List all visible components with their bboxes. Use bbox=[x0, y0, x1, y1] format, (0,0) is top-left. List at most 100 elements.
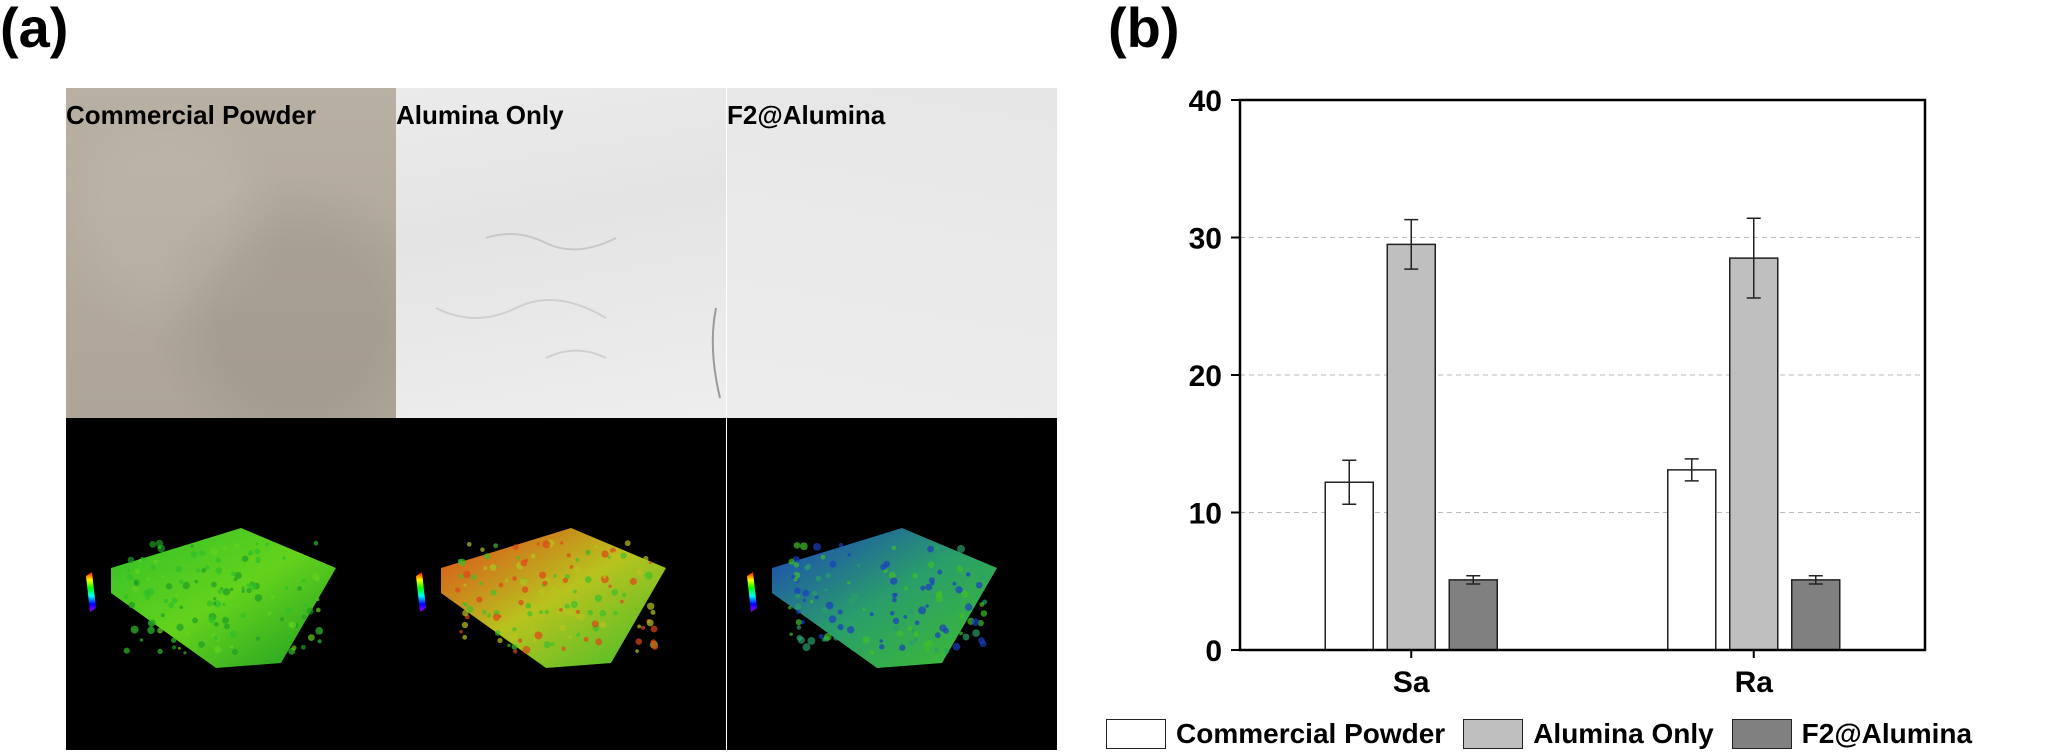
surface-speckle bbox=[498, 582, 504, 588]
surface-speckle bbox=[559, 607, 563, 612]
surface-speckle bbox=[229, 645, 234, 649]
surface-speckle bbox=[254, 548, 261, 555]
surface-speckle bbox=[269, 576, 273, 580]
surface-speckle bbox=[896, 630, 904, 637]
surface-speckle bbox=[795, 619, 802, 626]
surface-speckle bbox=[804, 565, 810, 571]
surface-mesh bbox=[441, 528, 666, 668]
surface-speckle bbox=[462, 609, 469, 617]
surface-speckle bbox=[850, 647, 854, 651]
surface-speckle bbox=[265, 542, 269, 547]
surface-speckle bbox=[254, 594, 263, 602]
surface-speckle bbox=[182, 581, 191, 590]
surface-speckle bbox=[559, 624, 566, 632]
surface-speckle bbox=[536, 542, 540, 546]
surface-speckle bbox=[979, 640, 987, 648]
surface-speckle bbox=[204, 572, 208, 576]
surface-speckle bbox=[828, 615, 837, 624]
surface-speckle bbox=[943, 648, 950, 654]
surface-speckle bbox=[507, 643, 511, 648]
surface-speckle bbox=[489, 564, 497, 571]
surface-speckle bbox=[212, 597, 217, 601]
surface-speckle bbox=[980, 574, 987, 581]
surface-speckle bbox=[594, 544, 599, 549]
surface-speckle bbox=[952, 642, 961, 651]
surface-speckle bbox=[795, 609, 801, 615]
surface-speckle bbox=[215, 557, 222, 563]
legend-item-alumina-only: Alumina Only bbox=[1463, 718, 1714, 750]
surface-speckle bbox=[838, 542, 844, 548]
color-scale-bar bbox=[416, 572, 426, 612]
surface-speckle bbox=[594, 594, 603, 603]
surface-speckle bbox=[303, 603, 307, 608]
surface-speckle bbox=[925, 604, 929, 608]
surface-speckle bbox=[573, 566, 581, 574]
surface-speckle bbox=[564, 603, 570, 610]
surface-speckle bbox=[530, 553, 536, 559]
surface-speckle bbox=[573, 589, 577, 594]
surface-speckle bbox=[643, 555, 649, 562]
surface-speckle bbox=[483, 566, 488, 571]
surface-speckle bbox=[255, 636, 261, 641]
surface-speckle bbox=[198, 641, 205, 648]
surface-speckle bbox=[522, 646, 531, 654]
surface-speckle bbox=[231, 571, 236, 577]
surface-speckle bbox=[542, 580, 548, 586]
surface-speckle bbox=[644, 571, 653, 580]
surface-speckle bbox=[257, 572, 265, 580]
color-scale-bar bbox=[86, 572, 96, 612]
surface-speckle bbox=[553, 574, 557, 578]
surface-speckle bbox=[624, 540, 631, 547]
surface-speckle bbox=[143, 589, 151, 597]
surface-speckle bbox=[498, 614, 502, 618]
surface-plot-commercial bbox=[86, 528, 336, 668]
surface-speckle bbox=[957, 545, 965, 553]
surface-speckle bbox=[847, 581, 851, 585]
surface-speckle bbox=[286, 607, 292, 614]
bar bbox=[1324, 481, 1374, 651]
3d-profile-commercial-powder bbox=[66, 418, 396, 750]
surface-speckle bbox=[240, 612, 247, 619]
surface-speckle bbox=[648, 561, 652, 565]
surface-speckle bbox=[601, 550, 609, 558]
surface-speckle bbox=[599, 621, 607, 629]
surface-speckle bbox=[787, 605, 792, 610]
surface-speckle bbox=[190, 544, 194, 548]
surface-speckle bbox=[891, 597, 897, 603]
surface-plot-f2 bbox=[747, 528, 997, 668]
y-tick-label: 40 bbox=[1189, 85, 1222, 118]
surface-speckle bbox=[788, 558, 795, 565]
surface-speckle bbox=[576, 632, 581, 637]
surface-speckle bbox=[591, 620, 599, 628]
surface-speckle bbox=[837, 624, 844, 631]
surface-speckle bbox=[493, 543, 499, 549]
surface-speckle bbox=[888, 571, 896, 579]
surface-speckle bbox=[595, 638, 603, 646]
surface-speckle bbox=[561, 646, 566, 651]
surface-speckle bbox=[972, 629, 980, 637]
surface-speckle bbox=[795, 593, 801, 599]
surface-speckle bbox=[168, 602, 175, 609]
surface-speckle bbox=[133, 579, 139, 585]
surface-speckle bbox=[789, 632, 793, 636]
surface-speckle bbox=[619, 599, 624, 604]
surface-speckle bbox=[511, 643, 518, 650]
surface-speckle bbox=[201, 568, 206, 573]
surface-speckle bbox=[144, 595, 150, 601]
surface-speckle bbox=[213, 635, 219, 641]
bar bbox=[1448, 579, 1498, 651]
surface-speckle bbox=[560, 541, 564, 545]
surface-speckle bbox=[911, 628, 916, 633]
surface-speckle bbox=[796, 625, 802, 630]
surface-speckle bbox=[150, 565, 156, 571]
surface-speckle bbox=[222, 546, 228, 551]
legend-swatch-alumina-only bbox=[1463, 719, 1524, 749]
surface-speckle bbox=[903, 615, 908, 619]
photo-alumina-only: Alumina Only bbox=[396, 88, 726, 418]
panel-a-label: (a) bbox=[0, 0, 69, 59]
surface-speckle bbox=[880, 563, 887, 571]
surface-speckle bbox=[176, 623, 184, 631]
surface-speckle bbox=[235, 603, 240, 608]
surface-speckle bbox=[178, 579, 184, 585]
surface-speckle bbox=[952, 587, 956, 591]
